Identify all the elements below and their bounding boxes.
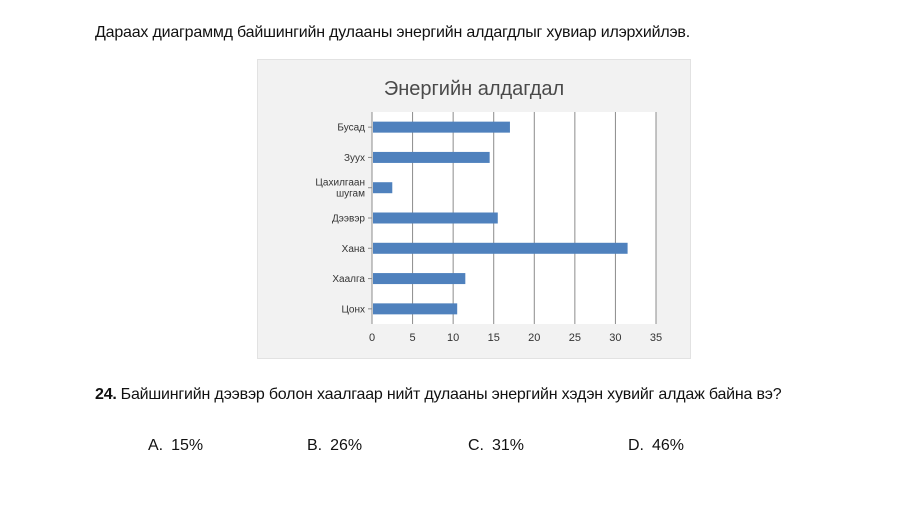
question-number: 24. [95,386,117,403]
category-label: Зуух [344,153,365,164]
category-label: Цахилгаан [315,178,365,189]
bar [373,121,510,133]
chart-title: Энергийн алдагдал [384,78,564,100]
category-label: Цонх [342,304,365,315]
intro-text: Дараах диаграммд байшингийн дулааны энер… [95,24,690,41]
x-tick-label: 10 [447,332,459,344]
bar [373,182,393,194]
category-label: Дээвэр [332,214,365,225]
category-label: Хаалга [332,274,365,285]
x-tick-label: 25 [569,332,581,344]
category-label: Бусад [337,123,365,134]
x-tick-label: 0 [369,332,375,344]
x-tick-label: 15 [488,332,500,344]
chart-svg: Энергийн алдагдал Бусад Зуух Цахилгааншугам… [315,78,662,344]
bar [373,151,490,163]
answer-option-b[interactable]: B. 26% [307,437,362,455]
x-tick-label: 30 [609,332,621,344]
category-label: Хана [342,244,366,255]
bar [373,273,466,285]
answer-letter: A. [148,437,164,454]
question: 24. Байшингийн дээвэр болон хаалгаар нийт… [95,386,782,404]
x-tick-label: 20 [528,332,540,344]
answer-value: 26% [330,437,363,454]
answer-letter: C. [468,437,484,454]
answer-option-d[interactable]: D. 46% [628,437,684,455]
answer-option-c[interactable]: C. 31% [468,437,524,455]
x-tick-label: 35 [650,332,662,344]
category-label: шугам [336,189,365,200]
answer-letter: D. [628,437,644,454]
question-text: Байшингийн дээвэр болон хаалгаар нийт ду… [120,386,782,403]
answer-value: 31% [492,437,525,454]
bar [373,242,628,254]
energy-loss-chart: Энергийн алдагдал Бусад Зуух Цахилгаан шугам… [258,60,690,358]
answer-letter: B. [307,437,323,454]
x-tick-label: 5 [410,332,416,344]
answer-value: 46% [652,437,685,454]
answer-value: 15% [171,437,204,454]
answer-option-a[interactable]: A. 15% [148,437,203,455]
bar [373,212,498,224]
bar [373,303,458,315]
